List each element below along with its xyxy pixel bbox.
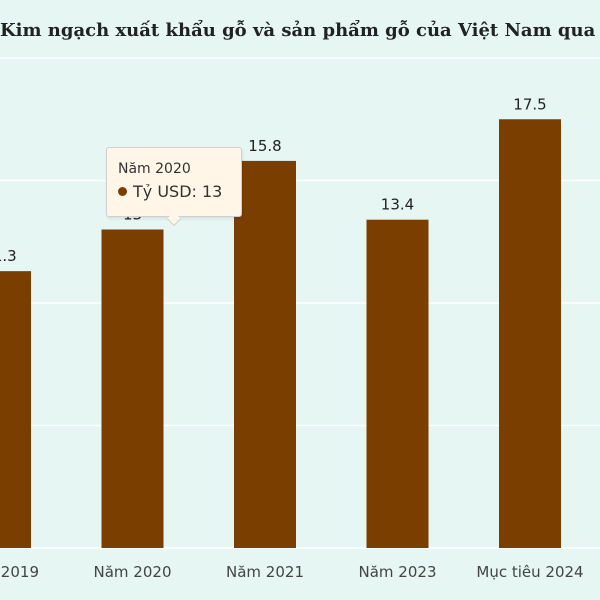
- data-label: 17.5: [513, 95, 546, 113]
- data-label: 13.4: [381, 196, 414, 214]
- tooltip-header: Năm 2020: [118, 161, 191, 177]
- data-label: 15.8: [248, 137, 281, 155]
- bar[interactable]: [499, 119, 561, 548]
- bars: [0, 119, 561, 548]
- tooltip-value: 13: [202, 182, 223, 201]
- bar[interactable]: [101, 229, 164, 549]
- tooltip-series-label: Tỷ USD:: [133, 182, 197, 201]
- x-axis-ticks: Năm 2019 Năm 2020 Năm 2021 Năm 2023 Mục tiêu…: [0, 563, 584, 581]
- tooltip: Năm 2020 Tỷ USD: 13: [106, 147, 242, 217]
- data-label: 11.3: [0, 247, 17, 265]
- x-tick-label: Năm 2023: [359, 563, 437, 581]
- bar[interactable]: [0, 271, 31, 548]
- tooltip-line: Tỷ USD: 13: [118, 182, 222, 201]
- series-dot-icon: [118, 187, 127, 196]
- x-tick-label: Năm 2020: [94, 563, 172, 581]
- x-tick-label: Năm 2021: [226, 563, 304, 581]
- bar[interactable]: [366, 219, 429, 548]
- x-tick-label: Mục tiêu 2024: [476, 563, 583, 581]
- data-labels: 11.3 13 15.8 13.4 17.5: [0, 95, 547, 265]
- x-tick-label: Năm 2019: [0, 563, 39, 581]
- bar[interactable]: [234, 160, 296, 548]
- chart-title: Kim ngạch xuất khẩu gỗ và sản phẩm gỗ củ…: [0, 20, 600, 41]
